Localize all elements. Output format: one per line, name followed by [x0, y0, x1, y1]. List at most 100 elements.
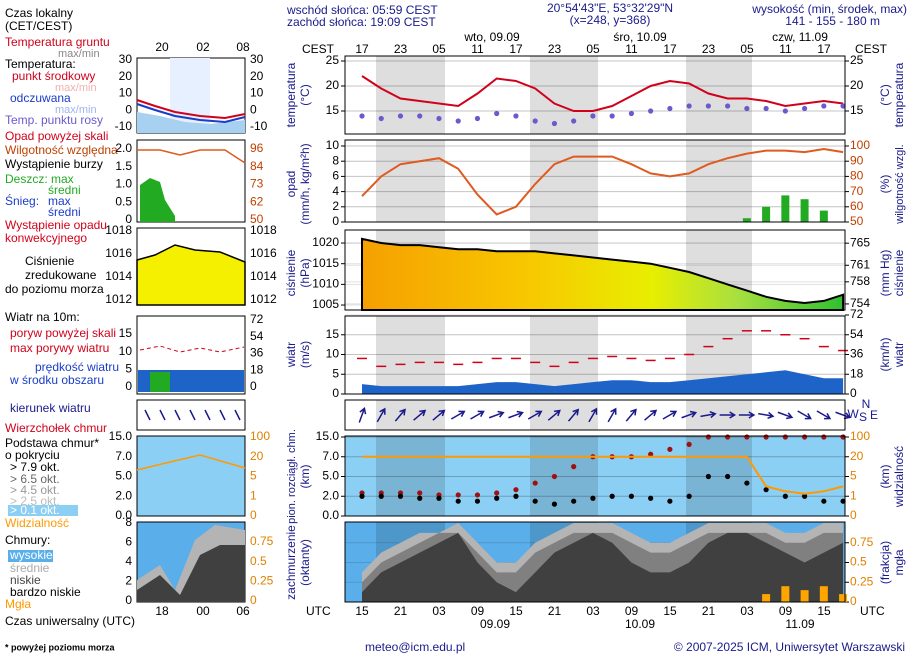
- time-label: 05: [432, 42, 446, 56]
- wind-arrow: [644, 409, 658, 421]
- wind-arrow: [508, 410, 524, 419]
- legend-text: Widzialność: [5, 516, 69, 530]
- mini-tick-label: 1014: [250, 269, 277, 283]
- series-dot: [397, 113, 404, 119]
- series-dot: [532, 480, 538, 486]
- y2-tick-label: 1: [850, 488, 857, 502]
- legend-text: Temperatura gruntu: [5, 35, 110, 49]
- y-axis-label: zachmurzenie: [284, 525, 298, 600]
- night-band: [376, 316, 445, 394]
- time-axis: CEST CEST wto, 09.09 śro, 10.09 czw, 11.…: [302, 30, 888, 631]
- legend-text: Mgła: [5, 597, 31, 611]
- mini-line: [136, 454, 246, 471]
- series-bar: [762, 206, 771, 222]
- mini-tick-label: 10: [119, 344, 133, 358]
- wind-arrow: [432, 409, 446, 421]
- legend-text: punkt środkowy: [12, 69, 95, 83]
- series-dot: [436, 495, 442, 501]
- panel-border: [344, 229, 846, 311]
- wind-arrow: [376, 407, 386, 423]
- mini-area: [137, 545, 245, 602]
- series-dot: [551, 120, 558, 127]
- legend-text: Wilgotność względna: [5, 143, 118, 157]
- y-tick-label: 2.0: [322, 488, 339, 502]
- y-axis-label: wiatr: [284, 342, 298, 368]
- series-dot: [359, 493, 365, 499]
- mini-tick-label: 100: [250, 429, 270, 443]
- y-tick-label: 1015: [312, 256, 339, 270]
- elevation: 141 - 155 - 180 m: [785, 14, 880, 28]
- wind-arrow: [700, 410, 717, 419]
- y-tick-label: 5: [332, 366, 339, 380]
- legend-text: Wiatr na 10m:: [5, 310, 80, 324]
- series-dot: [551, 501, 558, 507]
- y2-axis-label: widzialność: [892, 446, 906, 508]
- y2-axis-label: (km): [878, 465, 892, 489]
- time-label: 11: [779, 42, 792, 56]
- date-label: 09.09: [480, 617, 510, 631]
- mini-tick-label: 30: [119, 52, 133, 66]
- compass-letter: W: [847, 407, 859, 421]
- mini-area: [136, 244, 246, 306]
- series-dot: [744, 105, 750, 112]
- y2-axis-label: (mm Hg): [878, 250, 892, 297]
- y2-tick-label: 0.75: [850, 535, 874, 549]
- time-label: 17: [509, 42, 523, 56]
- y-tick-label: 5.0: [322, 469, 339, 483]
- y-tick-label: 15: [326, 103, 340, 117]
- time-label: 05: [740, 42, 754, 56]
- copyright: © 2007-2025 ICM, Uniwersytet Warszawski: [674, 640, 905, 654]
- y2-axis-label: (frakcja): [878, 541, 892, 584]
- night-band: [376, 56, 445, 134]
- y2-tick-label: 70: [850, 184, 864, 198]
- mini-time: 06: [236, 604, 250, 618]
- panel-border: [344, 435, 846, 517]
- legend-text: w środku obszaru: [9, 373, 104, 387]
- y-tick-label: 4: [332, 184, 339, 198]
- panel-border: [344, 399, 846, 431]
- wind-arrow: [394, 408, 406, 422]
- mini-line: [136, 99, 246, 120]
- y-axis-label: (km): [298, 465, 312, 489]
- series-dot: [628, 493, 635, 499]
- series-dot: [378, 493, 384, 499]
- legend-text: Temp. punktu rosy: [5, 113, 103, 127]
- sunrise: wschód słońca: 05:59 CEST: [286, 3, 438, 17]
- time-label: 17: [663, 42, 677, 56]
- series-dot: [513, 113, 519, 119]
- series-dot: [455, 492, 461, 498]
- elevation-title: wysokość (min, środek, max): [751, 2, 907, 16]
- time-label: 11: [471, 42, 484, 56]
- y-axis-label: (m/s): [298, 341, 312, 368]
- series-dot: [417, 490, 423, 496]
- y2-tick-label: 25: [850, 53, 864, 67]
- legend-text: zredukowane: [25, 268, 97, 282]
- time-label: 17: [355, 42, 369, 56]
- series-dot: [513, 493, 519, 499]
- panel-frame: [345, 400, 845, 430]
- wind-arrow: [567, 408, 580, 422]
- series-area: [362, 370, 844, 394]
- legend-text: konwekcyjnego: [5, 231, 87, 245]
- legend-text: bardzo niskie: [10, 585, 81, 599]
- series-dot: [782, 434, 788, 440]
- email[interactable]: meteo@icm.edu.pl: [365, 640, 465, 654]
- y-tick-label: 1010: [312, 277, 339, 291]
- time-label: 11: [625, 42, 638, 56]
- date-label: śro, 10.09: [613, 30, 667, 44]
- mini-tick-label: 0.5: [115, 194, 132, 208]
- time-label: 15: [817, 604, 831, 618]
- sunset: zachód słońca: 19:09 CEST: [287, 15, 436, 29]
- y-axis-label: (oktanty): [298, 539, 312, 586]
- series-dot: [513, 487, 519, 493]
- date-label: 11.09: [785, 617, 814, 631]
- time-label: 09: [625, 604, 639, 618]
- legend-text: (CET/CEST): [5, 19, 72, 33]
- y-axis-label: temperatura: [284, 62, 298, 127]
- y-tick-label: 15: [326, 327, 340, 341]
- mini-tick-label: 0.25: [250, 574, 274, 588]
- mini-tick-label: 1018: [250, 223, 277, 237]
- night-band: [376, 436, 445, 516]
- series-dot: [417, 495, 423, 501]
- mini-arrows: [144, 409, 241, 421]
